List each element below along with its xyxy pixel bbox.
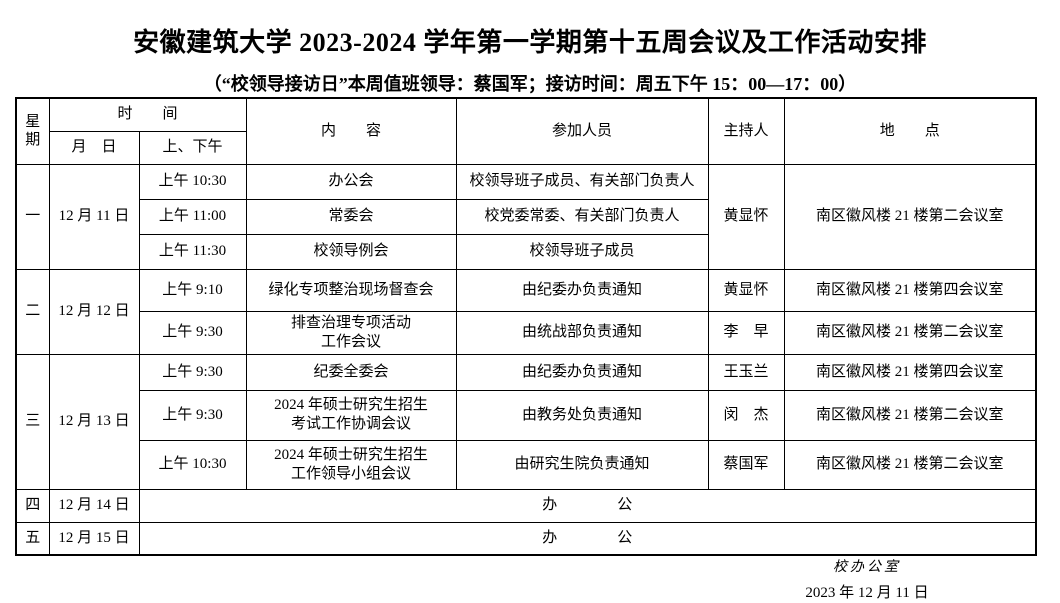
cell-content: 2024 年硕士研究生招生 考试工作协调会议 <box>245 389 457 441</box>
cell-location: 南区徽风楼 21 楼第四会议室 <box>783 268 1037 312</box>
header-week: 星期 <box>15 97 50 165</box>
cell-participants: 校领导班子成员 <box>455 233 709 270</box>
header-content: 内 容 <box>245 97 457 165</box>
cell-time: 上午 10:30 <box>138 163 247 200</box>
cell-host: 闵 杰 <box>707 389 785 441</box>
footer-office: 校办公室 <box>833 560 901 575</box>
cell-day: 一 <box>15 163 50 270</box>
cell-date: 12 月 15 日 <box>48 521 140 556</box>
cell-host: 王玉兰 <box>707 353 785 391</box>
cell-time: 上午 10:30 <box>138 439 247 490</box>
header-month-day: 月 日 <box>48 130 140 165</box>
cell-content: 纪委全委会 <box>245 353 457 391</box>
cell-location: 南区徽风楼 21 楼第二会议室 <box>783 163 1037 270</box>
cell-host: 黄显怀 <box>707 268 785 312</box>
cell-location: 南区徽风楼 21 楼第二会议室 <box>783 439 1037 490</box>
cell-content: 绿化专项整治现场督查会 <box>245 268 457 312</box>
cell-time: 上午 9:10 <box>138 268 247 312</box>
page-subtitle: （“校领导接访日”本周值班领导：蔡国军；接访时间：周五下午 15：00—17：0… <box>203 74 857 94</box>
cell-time: 上午 9:30 <box>138 310 247 355</box>
page-title: 安徽建筑大学 2023-2024 学年第一学期第十五周会议及工作活动安排 <box>133 28 927 57</box>
cell-location: 南区徽风楼 21 楼第二会议室 <box>783 310 1037 355</box>
cell-content: 排查治理专项活动 工作会议 <box>245 310 457 355</box>
header-host: 主持人 <box>707 97 785 165</box>
cell-date: 12 月 13 日 <box>48 353 140 490</box>
cell-participants: 由研究生院负责通知 <box>455 439 709 490</box>
cell-content: 常委会 <box>245 198 457 235</box>
cell-day: 五 <box>15 521 50 556</box>
cell-time: 上午 9:30 <box>138 389 247 441</box>
cell-content: 办公会 <box>245 163 457 200</box>
cell-day: 四 <box>15 488 50 523</box>
cell-participants: 校党委常委、有关部门负责人 <box>455 198 709 235</box>
cell-participants: 由教务处负责通知 <box>455 389 709 441</box>
cell-day: 二 <box>15 268 50 355</box>
cell-participants: 由纪委办负责通知 <box>455 268 709 312</box>
cell-date: 12 月 12 日 <box>48 268 140 355</box>
cell-location: 南区徽风楼 21 楼第四会议室 <box>783 353 1037 391</box>
meeting-schedule-table: 星期 时 间 内 容 参加人员 主持人 地 点 月 日 上、下午 一 12 月 … <box>15 97 1038 556</box>
cell-host: 蔡国军 <box>707 439 785 490</box>
cell-host: 李 早 <box>707 310 785 355</box>
footer-date: 2023 年 12 月 11 日 <box>805 585 929 601</box>
cell-content: 校领导例会 <box>245 233 457 270</box>
cell-host: 黄显怀 <box>707 163 785 270</box>
header-am-pm: 上、下午 <box>138 130 247 165</box>
cell-day: 三 <box>15 353 50 490</box>
cell-participants: 校领导班子成员、有关部门负责人 <box>455 163 709 200</box>
cell-time: 上午 11:00 <box>138 198 247 235</box>
header-time: 时 间 <box>48 97 247 132</box>
merged-note-cell: 办 公 <box>138 488 1037 523</box>
cell-date: 12 月 11 日 <box>48 163 140 270</box>
cell-location: 南区徽风楼 21 楼第二会议室 <box>783 389 1037 441</box>
cell-participants: 由统战部负责通知 <box>455 310 709 355</box>
merged-note-cell: 办 公 <box>138 521 1037 556</box>
cell-time: 上午 11:30 <box>138 233 247 270</box>
header-location: 地 点 <box>783 97 1037 165</box>
cell-time: 上午 9:30 <box>138 353 247 391</box>
footer: 校办公室 2023 年 12 月 11 日 <box>742 556 992 602</box>
cell-participants: 由纪委办负责通知 <box>455 353 709 391</box>
cell-content: 2024 年硕士研究生招生 工作领导小组会议 <box>245 439 457 490</box>
header-participants: 参加人员 <box>455 97 709 165</box>
cell-date: 12 月 14 日 <box>48 488 140 523</box>
